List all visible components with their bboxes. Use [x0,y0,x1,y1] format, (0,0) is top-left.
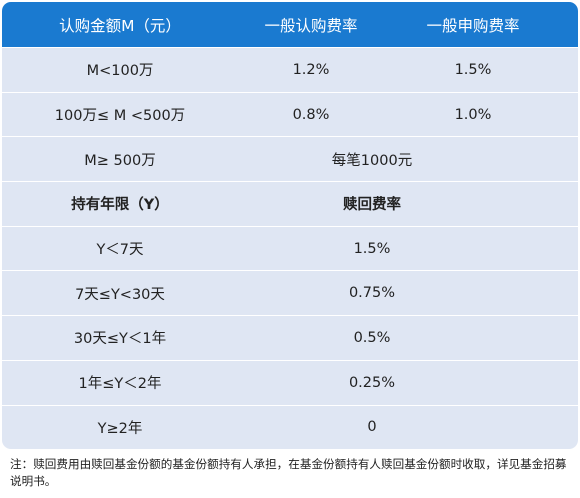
period-cell: 30天≤Y＜1年 [73,331,167,348]
period-cell: Y＜7天 [96,242,144,259]
redemption-rate-cell: 0.5% [353,329,391,346]
table-header: 认购金额M（元） 一般认购费率 一般申购费率 [2,2,578,47]
period-cell: 7天≤Y<30天 [75,286,165,303]
amount-cell: M≥ 500万 [84,152,156,169]
table-row: 7天≤Y<30天 0.75% [2,270,578,315]
table-row: M<100万 1.2% 1.5% [2,47,578,92]
fee-table: 认购金额M（元） 一般认购费率 一般申购费率 M<100万 1.2% 1.5% … [2,2,578,449]
table-row: 30天≤Y＜1年 0.5% [2,315,578,360]
header-holding-period: 持有年限（Y） [71,197,169,214]
redemption-rate-cell: 1.5% [353,240,391,257]
flat-fee-cell: 每笔1000元 [331,152,413,169]
footnote: 注：赎回费用由赎回基金份额的基金份额持有人承担，在基金份额持有人赎回基金份额时收… [10,457,567,488]
redemption-rate-cell: 0 [367,419,377,436]
amount-cell: M<100万 [86,63,154,80]
table-row: M≥ 500万 每笔1000元 [2,136,578,181]
amount-cell: 100万≤ M <500万 [54,108,186,125]
header-purchase-rate: 一般申购费率 [426,16,520,35]
header-redemption-rate: 赎回费率 [343,197,401,214]
period-cell: Y≥2年 [97,420,143,437]
purchase-rate-cell: 1.0% [454,106,492,123]
table-row: Y≥2年 0 [2,404,578,450]
header-amount: 认购金额M（元） [59,16,181,35]
table-row: Y＜7天 1.5% [2,225,578,271]
header-subscribe-rate: 一般认购费率 [264,16,358,35]
subscribe-rate-cell: 0.8% [292,106,330,123]
table-row: 1年≤Y＜2年 0.25% [2,359,578,405]
redemption-rate-cell: 0.25% [348,374,396,391]
redemption-header-row: 持有年限（Y） 赎回费率 [2,181,578,226]
subscribe-rate-cell: 1.2% [292,61,330,78]
purchase-rate-cell: 1.5% [454,61,492,78]
redemption-rate-cell: 0.75% [348,285,396,302]
table-row: 100万≤ M <500万 0.8% 1.0% [2,91,578,137]
period-cell: 1年≤Y＜2年 [78,376,162,393]
